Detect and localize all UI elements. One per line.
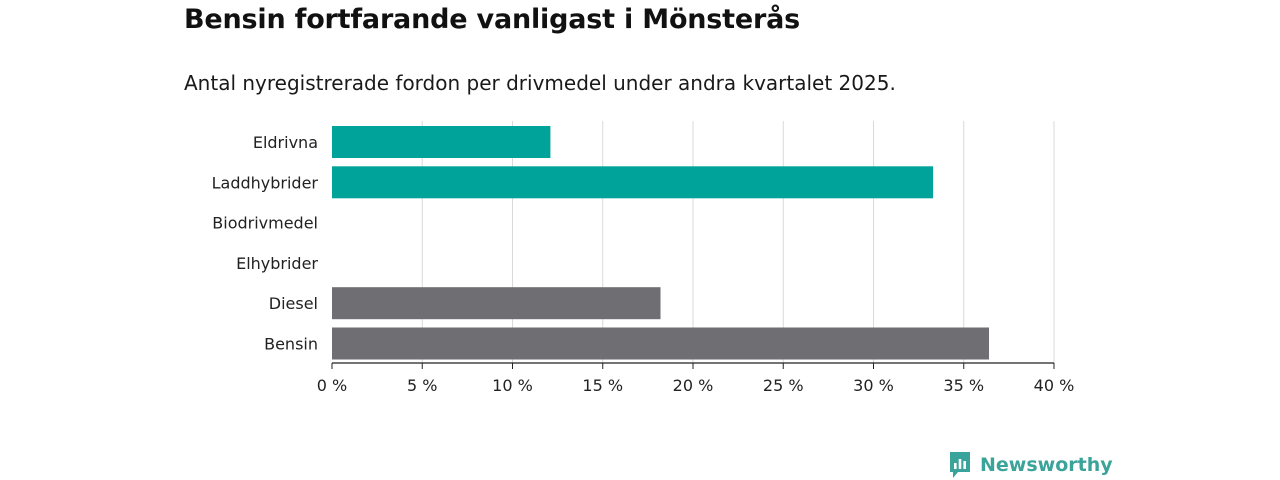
category-labels: Eldrivna Laddhybrider Biodrivmedel Elhybrid… [212,133,319,354]
x-tick-label: 10 % [492,376,533,395]
bars [332,126,990,360]
x-axis: 0 % 5 % 10 % 15 % 20 % 25 % 30 % 35 % 40 % [317,362,1075,395]
x-tick-label: 40 % [1034,376,1075,395]
category-label: Biodrivmedel [212,214,318,233]
bar-diesel [332,287,661,320]
category-label: Eldrivna [253,133,318,152]
brand-logo: Newsworthy [948,450,1113,480]
x-tick-label: 5 % [407,376,437,395]
bar-laddhybrider [332,166,934,199]
x-tick-label: 20 % [673,376,714,395]
category-label: Elhybrider [236,254,318,273]
chart-subtitle: Antal nyregistrerade fordon per drivmede… [184,71,896,95]
newsworthy-logo-icon [950,452,970,478]
bar-eldrivna [332,126,551,158]
chart-title: Bensin fortfarande vanligast i Mönsterås [184,4,801,35]
category-label: Diesel [269,294,318,313]
bar-bensin [332,327,990,360]
x-tick-label: 0 % [317,376,347,395]
x-tick-label: 30 % [853,376,894,395]
x-tick-label: 25 % [763,376,804,395]
x-tick-label: 15 % [582,376,623,395]
category-label: Bensin [264,335,318,354]
gridlines [421,121,1055,363]
category-label: Laddhybrider [212,173,319,192]
x-tick-label: 35 % [943,376,984,395]
brand-name: Newsworthy [980,454,1113,476]
